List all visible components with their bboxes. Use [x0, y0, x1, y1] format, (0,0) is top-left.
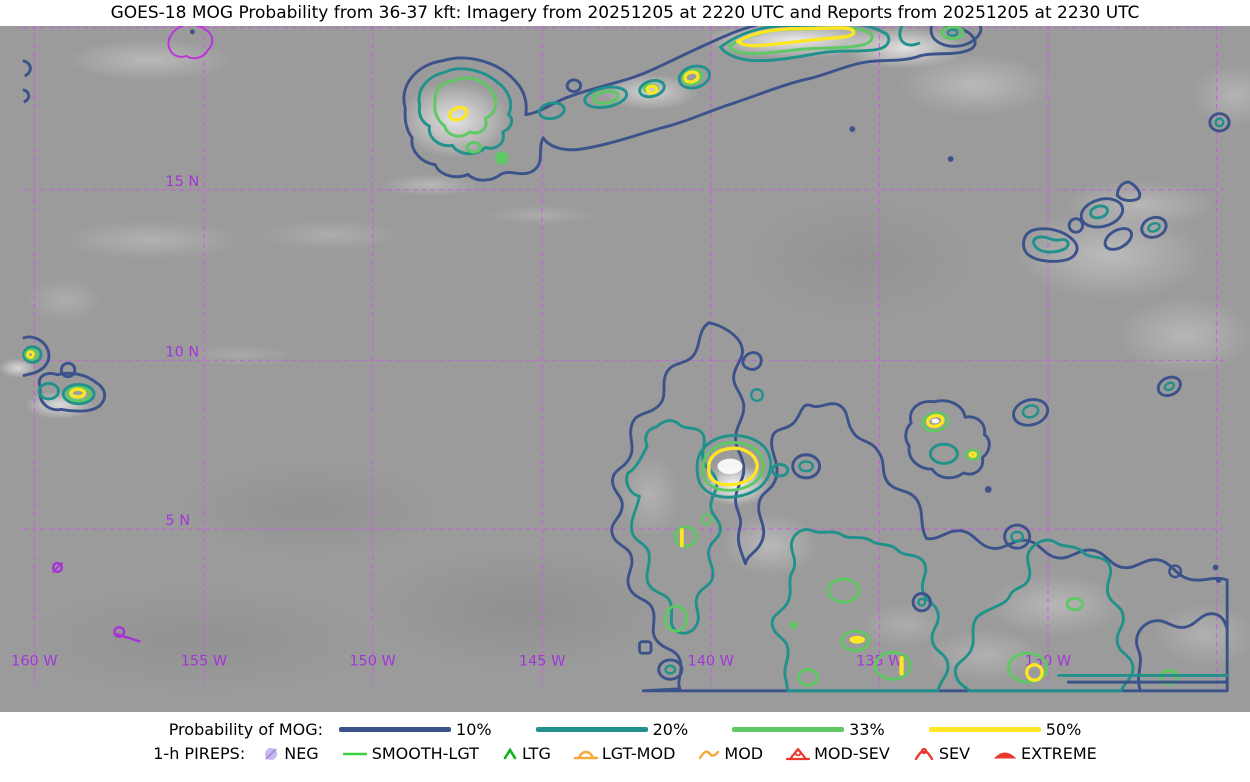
legend-item-mod-sev: MOD-SEV: [785, 744, 890, 763]
extreme-pirep-icon: [993, 752, 1017, 758]
pirep-ltg-label: LTG: [521, 744, 551, 763]
pirep-sev-label: SEV: [938, 744, 971, 763]
grid-labels: 15 N 10 N 5 N 160 W 155 W 150 W 145 W 14…: [11, 174, 1071, 670]
legend-item-20pct: 20%: [535, 720, 689, 739]
lgt-mod-pirep-icon: [573, 750, 599, 759]
hawaii-coastline: [167, 26, 214, 60]
legend-item-mod: MOD: [697, 744, 763, 763]
probability-50-swatch: [928, 727, 1041, 732]
probability-10-swatch: [339, 727, 452, 732]
contours-central-system: [610, 321, 1229, 693]
grid-lines: [22, 26, 1228, 687]
legend-item-10pct: 10%: [339, 720, 492, 739]
page-title: GOES-18 MOG Probability from 36-37 kft: …: [110, 3, 1140, 23]
legend-item-33pct: 33%: [732, 720, 885, 739]
ltg-pirep-icon: [503, 747, 517, 759]
pirep-neg-symbol: [51, 561, 64, 574]
map-pirep-symbols: [51, 561, 141, 643]
smooth-lgt-pirep-icon: [342, 752, 367, 755]
legend-item-50pct: 50%: [928, 720, 1082, 739]
pirep-neg-symbol: [113, 626, 141, 643]
pirep-extreme-label: EXTREME: [1021, 744, 1097, 763]
contours-right-center-cluster: [904, 375, 1182, 550]
map-overlay-svg: 15 N 10 N 5 N 160 W 155 W 150 W 145 W 14…: [11, 26, 1231, 693]
pirep-mod-sev-label: MOD-SEV: [814, 744, 890, 763]
lon-label-145w: 145 W: [519, 654, 565, 670]
probability-legend-row: Probability of MOG: 10% 20% 33% 50%: [0, 720, 1250, 739]
legend-item-ltg: LTG: [501, 744, 551, 763]
probability-33-label: 33%: [849, 720, 885, 739]
sev-pirep-icon: [914, 747, 934, 760]
pirep-neg-label: NEG: [284, 744, 319, 763]
station-dot: [189, 29, 195, 35]
contours-left-edge: [22, 59, 107, 413]
pirep-mod-label: MOD: [724, 744, 764, 763]
pirep-lgt-mod-label: LGT-MOD: [601, 744, 676, 763]
lon-label-135w: 135 W: [856, 654, 902, 670]
pirep-legend-label: 1-h PIREPS:: [153, 744, 246, 763]
probability-20-swatch: [535, 727, 648, 732]
probability-20-label: 20%: [652, 720, 689, 739]
pirep-smooth-lgt-label: SMOOTH-LGT: [371, 744, 479, 763]
probability-10-label: 10%: [456, 720, 492, 739]
probability-50-label: 50%: [1045, 720, 1082, 739]
legend-item-neg: NEG: [261, 744, 319, 763]
contours-right-mid-cluster: [1022, 112, 1231, 263]
probability-33-swatch: [732, 727, 845, 732]
mod-pirep-icon: [699, 750, 720, 759]
lon-label-150w: 150 W: [349, 654, 395, 670]
contours-bottom-maze: [770, 528, 1229, 693]
lat-label-5n: 5 N: [165, 513, 190, 529]
neg-pirep-icon: [265, 747, 278, 760]
legend-panel: Probability of MOG: 10% 20% 33% 50% 1-h …: [0, 712, 1250, 782]
lon-label-160w: 160 W: [11, 654, 57, 670]
lat-label-10n: 10 N: [165, 344, 199, 360]
legend-item-sev: SEV: [912, 744, 970, 763]
legend-item-lgt-mod: LGT-MOD: [573, 744, 676, 763]
lon-label-155w: 155 W: [181, 654, 227, 670]
lat-label-15n: 15 N: [165, 174, 199, 190]
legend-item-smooth-lgt: SMOOTH-LGT: [341, 744, 479, 763]
satellite-map: 15 N 10 N 5 N 160 W 155 W 150 W 145 W 14…: [0, 26, 1250, 712]
mod-sev-pirep-icon: [786, 747, 811, 760]
lon-label-140w: 140 W: [688, 654, 734, 670]
legend-item-extreme: EXTREME: [992, 744, 1097, 763]
pirep-legend-row: 1-h PIREPS: NEG SMOOTH-LGT LTG LGT-MOD: [0, 744, 1250, 763]
probability-legend-label: Probability of MOG:: [168, 720, 324, 739]
contours-top-band: [402, 26, 983, 182]
